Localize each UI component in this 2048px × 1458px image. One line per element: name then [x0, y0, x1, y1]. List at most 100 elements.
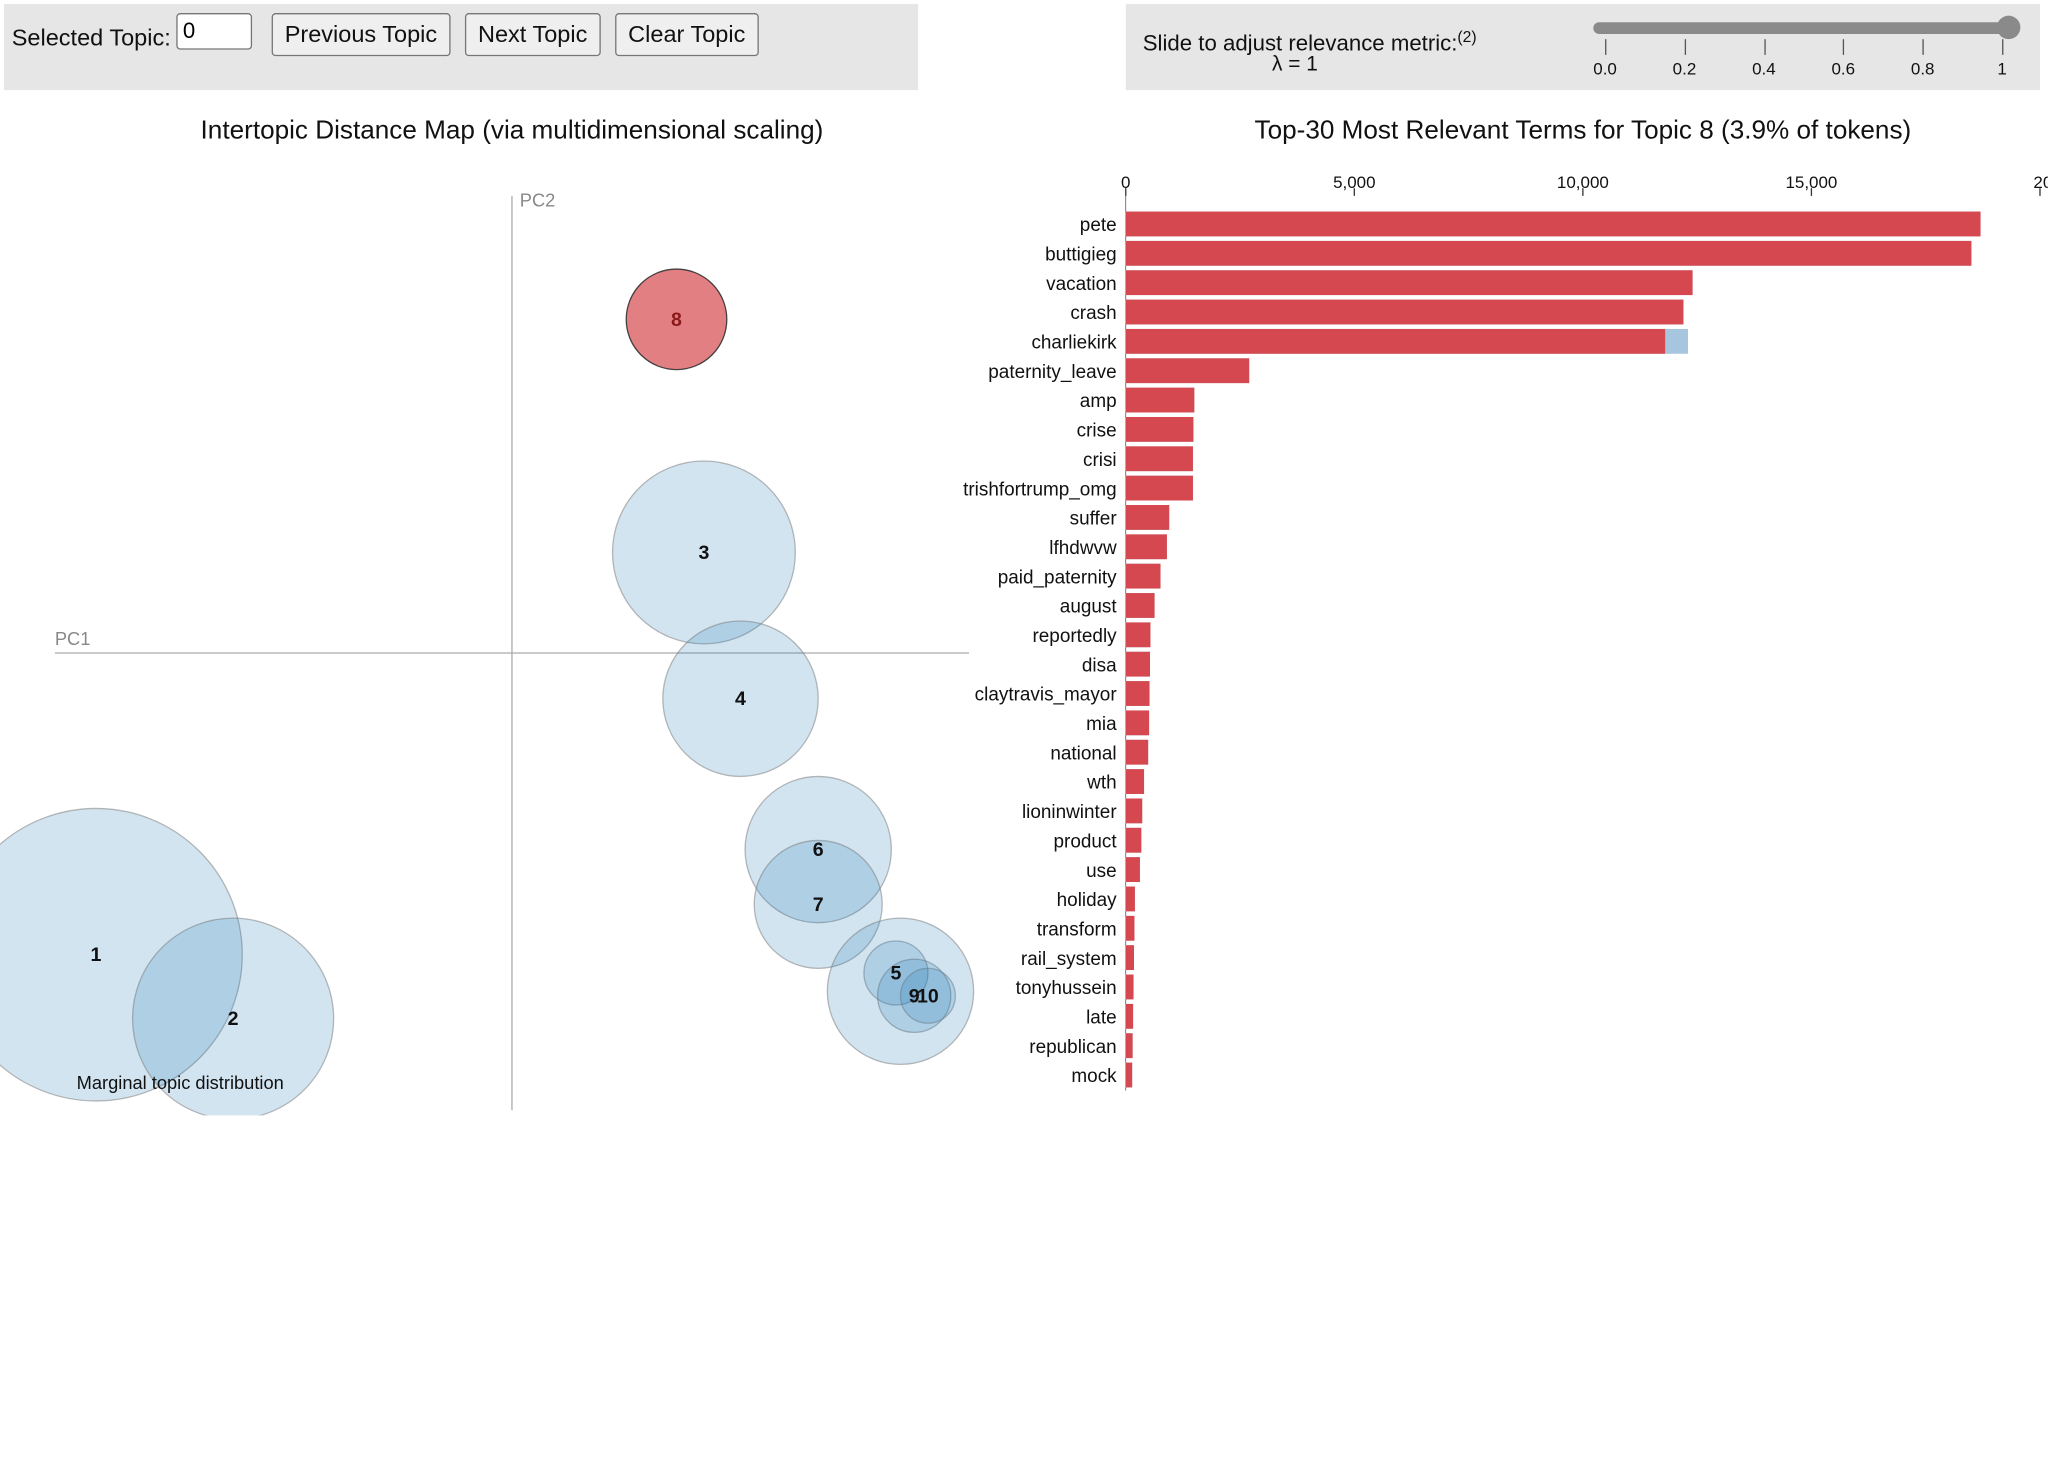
topic-term-bar — [1125, 974, 1134, 1000]
topic-bubble-9 — [876, 958, 952, 1034]
term-label: crise — [1077, 421, 1117, 442]
topic-term-bar — [1125, 945, 1134, 971]
x-axis-tick-label: 5,000 — [1333, 173, 1375, 192]
slider-tick-label: 1 — [1997, 58, 2007, 79]
previous-topic-button[interactable]: Previous Topic — [271, 13, 451, 57]
term-label: crash — [1070, 303, 1116, 324]
slider-tick-label: 0.2 — [1672, 58, 1697, 79]
slider-tick — [1605, 39, 1607, 55]
term-label: wth — [1086, 773, 1116, 794]
term-label: vacation — [1046, 274, 1116, 295]
topic-term-bar — [1125, 328, 1666, 354]
topic-label-6: 6 — [813, 839, 824, 861]
topic-term-bar — [1125, 1033, 1133, 1059]
pc1-axis-label: PC1 — [55, 628, 91, 649]
intertopic-map-title: Intertopic Distance Map (via multidimens… — [200, 116, 824, 145]
term-label: crisi — [1083, 450, 1117, 471]
topic-bubble-7 — [753, 839, 883, 970]
term-label: mia — [1086, 714, 1117, 735]
term-label: pete — [1080, 215, 1117, 236]
topic-label-10: 10 — [917, 985, 939, 1007]
term-label: lfhdwvw — [1049, 538, 1117, 559]
slider-tick — [1684, 39, 1686, 55]
topic-bubble-4 — [662, 620, 819, 778]
topic-term-bar — [1125, 475, 1193, 501]
slider-tick — [1843, 39, 1845, 55]
x-axis-tick-label: 10,000 — [1557, 173, 1609, 192]
x-axis-tick-label: 20,0 — [2033, 173, 2047, 192]
term-label: tonyhussein — [1016, 978, 1117, 999]
topic-label-8: 8 — [671, 309, 682, 331]
clear-topic-button[interactable]: Clear Topic — [615, 13, 759, 57]
topic-term-bar — [1125, 299, 1684, 325]
relevance-slider-handle[interactable] — [1996, 15, 2021, 40]
topic-bubble-5 — [863, 940, 929, 1006]
term-label: lioninwinter — [1022, 802, 1117, 823]
topic-label-1: 1 — [91, 944, 102, 966]
x-axis-tick-label: 15,000 — [1785, 173, 1837, 192]
topic-term-bar — [1125, 769, 1145, 794]
topic-bubble-3 — [611, 460, 797, 645]
slider-tick — [1922, 39, 1924, 55]
relevance-slider-label: Slide to adjust relevance metric:(2) — [1142, 27, 1477, 56]
topic-bubble-8 — [625, 268, 728, 371]
term-label: rail_system — [1021, 949, 1117, 970]
topic-label-3: 3 — [698, 542, 709, 564]
topic-bubble-10 — [899, 967, 956, 1024]
next-topic-button[interactable]: Next Topic — [464, 13, 601, 57]
top-terms-bar-chart: 0 5,000 10,000 15,000 20,0 pete buttigieg vacat… — [963, 173, 2048, 1091]
topic-term-bar — [1125, 622, 1151, 648]
topic-term-bar — [1125, 534, 1167, 560]
pc2-axis-label: PC2 — [520, 189, 556, 210]
topic-term-bar — [1125, 446, 1193, 472]
topic-term-bar — [1125, 211, 1981, 237]
term-label: august — [1060, 597, 1118, 618]
term-label: paid_paternity — [998, 567, 1117, 588]
term-label: product — [1054, 831, 1118, 852]
topic-label-2: 2 — [228, 1008, 239, 1030]
term-label: holiday — [1057, 890, 1118, 911]
topic-term-bar — [1125, 505, 1170, 530]
topic-term-bar — [1125, 416, 1194, 442]
term-label: use — [1086, 861, 1117, 882]
topic-term-bar — [1125, 593, 1155, 618]
topic-term-bar — [1125, 270, 1693, 296]
marginal-topic-distribution-label: Marginal topic distribution — [77, 1072, 284, 1093]
topic-term-bar — [1125, 651, 1150, 677]
topic-term-bar — [1125, 739, 1149, 765]
term-label: amp — [1080, 391, 1117, 412]
topic-term-bar — [1125, 827, 1142, 853]
term-label: paternity_leave — [988, 362, 1116, 383]
topic-term-bar — [1125, 358, 1250, 384]
x-axis-tick-label: 0 — [1121, 173, 1130, 192]
topic-term-bar — [1125, 1062, 1133, 1088]
topic-label-4: 4 — [735, 688, 746, 710]
bar-chart-title: Top-30 Most Relevant Terms for Topic 8 (… — [1254, 116, 1912, 145]
slider-tick — [1763, 39, 1766, 55]
term-label: charliekirk — [1031, 333, 1117, 354]
term-label: transform — [1037, 919, 1117, 940]
topic-term-bar — [1125, 681, 1150, 706]
topic-label-9: 9 — [909, 985, 920, 1007]
topic-term-bar — [1125, 886, 1135, 912]
topic-bubble-1 — [0, 807, 243, 1102]
lambda-value: λ = 1 — [1272, 53, 1318, 76]
topic-term-bar — [1125, 1003, 1134, 1029]
term-label: late — [1086, 1007, 1117, 1028]
term-label: buttigieg — [1045, 245, 1117, 266]
slider-note: (2) — [1457, 27, 1477, 46]
term-label: national — [1050, 743, 1116, 764]
term-label: trishfortrump_omg — [963, 479, 1117, 500]
intertopic-distance-map: PC1 PC2 1 2 3 4 5 6 7 8 910 Marginal topic distribu… — [0, 189, 975, 1116]
topic-term-bar — [1125, 387, 1195, 413]
relevance-slider-track[interactable] — [1593, 22, 2012, 34]
slider-tick — [2002, 39, 2004, 55]
topic-term-bar — [1125, 915, 1135, 941]
term-label: claytravis_mayor — [975, 685, 1117, 706]
term-label: suffer — [1070, 509, 1117, 530]
slider-tick-label: 0.8 — [1910, 58, 1935, 79]
slider-tick-label: 0.4 — [1752, 58, 1776, 79]
selected-topic-input[interactable] — [176, 13, 253, 50]
topic-term-bar — [1125, 240, 1972, 266]
